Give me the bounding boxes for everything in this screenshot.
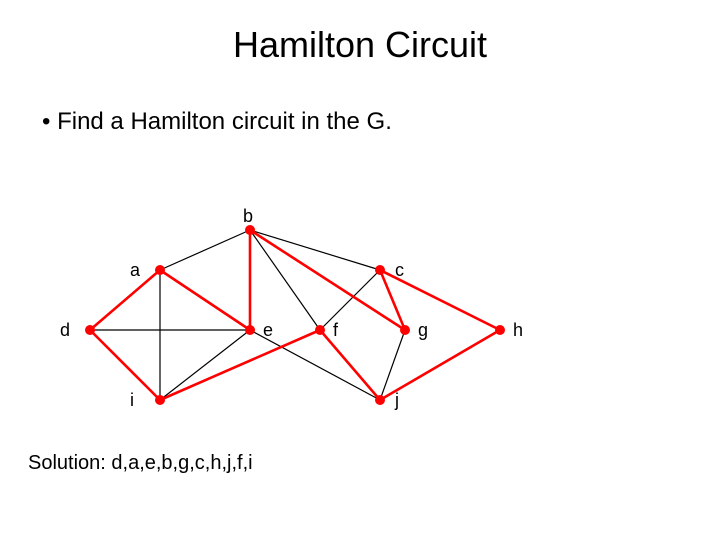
graph-edge [90,270,160,330]
graph-node-j [375,395,385,405]
graph-svg [50,200,570,450]
graph-node-i [155,395,165,405]
node-label-e: e [263,320,273,341]
node-label-b: b [243,206,253,227]
graph-edge [90,330,160,400]
hamilton-graph: a b c d e f g h i j [50,200,570,450]
node-label-c: c [395,260,404,281]
graph-edge [160,230,250,270]
node-label-i: i [130,390,134,411]
graph-edge [320,270,380,330]
bullet-text: Find a Hamilton circuit in the G. [42,108,720,136]
node-label-f: f [333,320,338,341]
graph-node-a [155,265,165,275]
graph-edge [320,330,380,400]
node-label-h: h [513,320,523,341]
graph-node-h [495,325,505,335]
graph-edge [160,330,320,400]
graph-node-e [245,325,255,335]
node-label-j: j [395,390,399,411]
graph-edge [160,330,250,400]
solution-text: Solution: d,a,e,b,g,c,h,j,f,i [28,452,253,475]
graph-node-f [315,325,325,335]
graph-node-c [375,265,385,275]
graph-edge [160,270,250,330]
node-label-g: g [418,320,428,341]
graph-edge [380,330,405,400]
graph-edge [250,230,405,330]
graph-edge [250,230,320,330]
graph-node-d [85,325,95,335]
node-label-d: d [60,320,70,341]
page-title: Hamilton Circuit [0,0,720,66]
graph-edge [250,230,380,270]
node-label-a: a [130,260,140,281]
graph-node-g [400,325,410,335]
